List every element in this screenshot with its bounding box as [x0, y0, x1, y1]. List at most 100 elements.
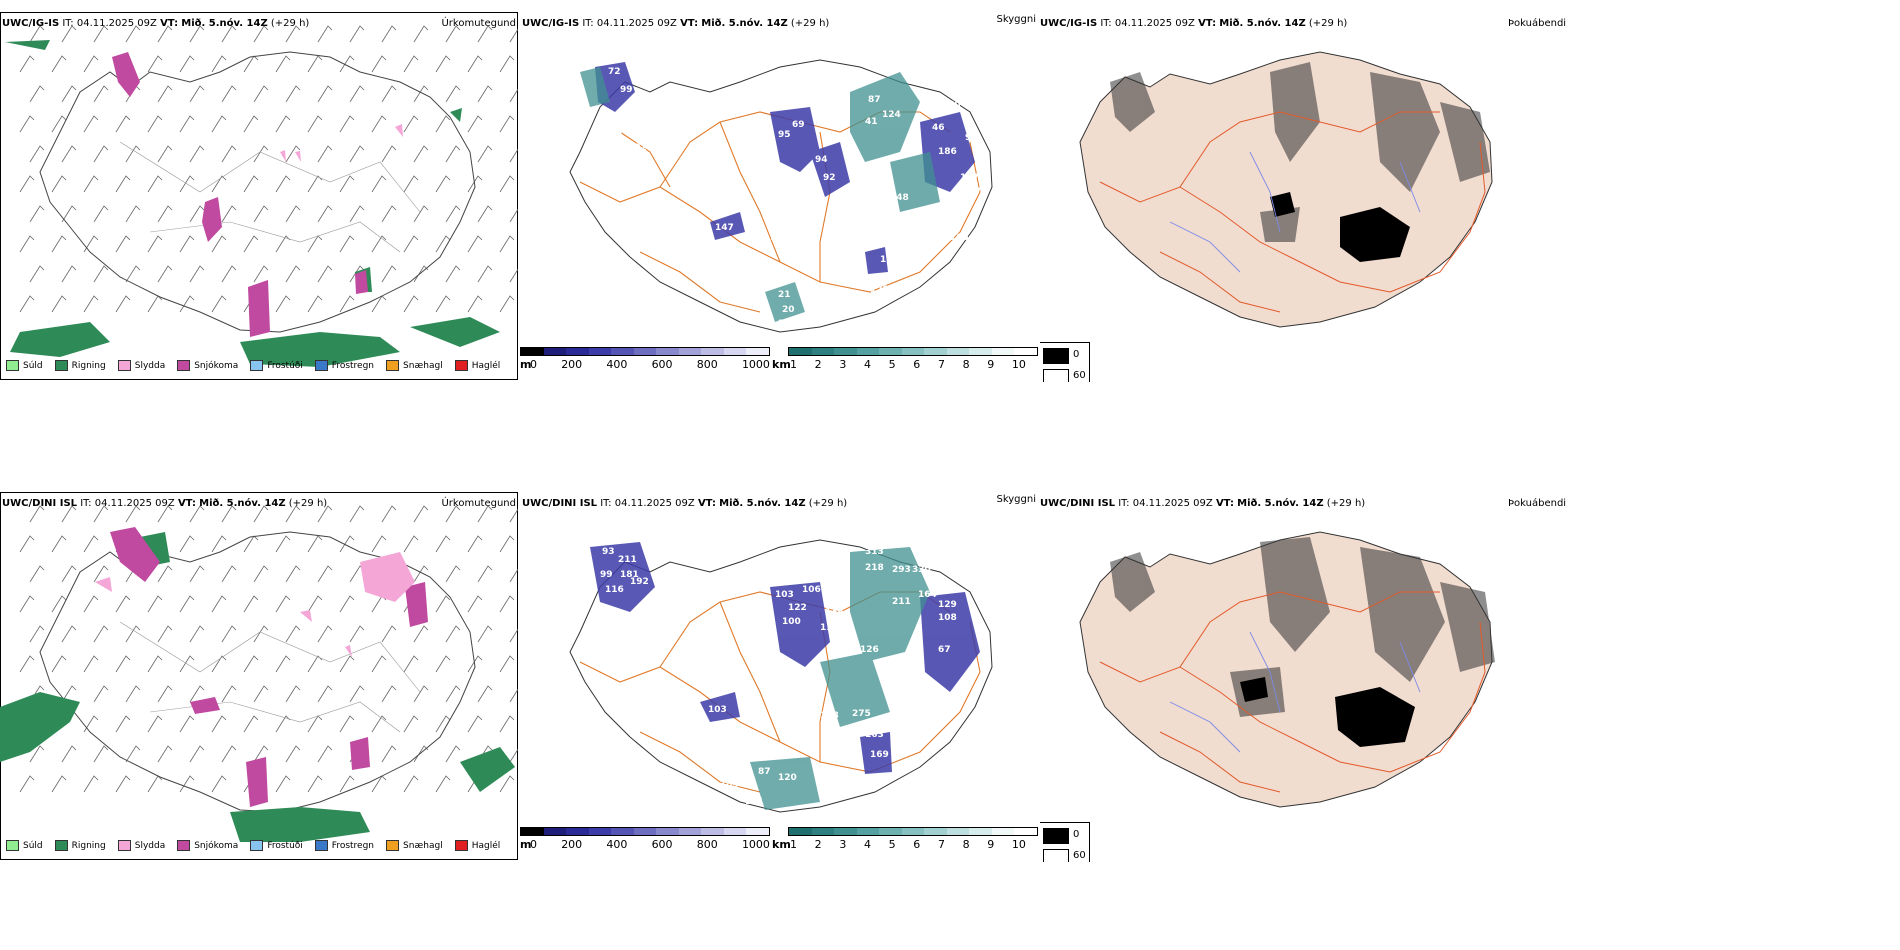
vis-value: 46	[932, 123, 945, 133]
wind-barb	[285, 745, 301, 763]
wind-barb	[371, 535, 387, 553]
wind-barb	[381, 145, 397, 163]
wind-barb	[51, 775, 67, 793]
wind-barb	[349, 205, 365, 223]
wind-barb	[499, 715, 515, 733]
wind-barb	[221, 145, 237, 163]
wind-barb	[467, 595, 483, 613]
wind-barb	[317, 145, 333, 163]
wind-barb	[349, 25, 365, 43]
fog-swatch-light	[1043, 849, 1069, 862]
wind-barb	[467, 535, 483, 553]
wind-barb	[19, 115, 35, 133]
wind-barb	[179, 115, 195, 133]
wind-barb	[93, 85, 109, 103]
wind-barb	[509, 208, 518, 223]
wind-barb	[317, 745, 333, 763]
wind-barb	[275, 115, 291, 133]
wind-barb	[253, 85, 269, 103]
wind-barb	[115, 115, 131, 133]
wind-barb	[29, 745, 45, 763]
wind-barb	[115, 235, 131, 253]
wind-barb	[147, 55, 163, 73]
wind-barb	[93, 625, 109, 643]
vis-value: 92	[823, 173, 836, 183]
legend-swatch	[386, 360, 400, 371]
vis-value: 192	[630, 577, 649, 587]
vis-value: 87	[868, 95, 881, 105]
vis-value: 97	[602, 115, 615, 125]
wind-barb	[189, 85, 205, 103]
fog-rivers	[1169, 151, 1421, 273]
vis-value: 70	[872, 215, 885, 225]
elevation-colorbar	[520, 347, 770, 356]
wind-barb	[243, 115, 259, 133]
elevation-colorbar	[520, 827, 770, 836]
wind-barb	[371, 55, 387, 73]
visibility-colorbar	[788, 827, 1038, 836]
wind-barb	[29, 265, 45, 283]
legend-swatch	[177, 840, 191, 851]
wind-barb	[349, 145, 365, 163]
wind-barb	[211, 655, 227, 673]
wind-barb	[29, 85, 45, 103]
wind-barb	[435, 595, 451, 613]
wind-barb	[253, 265, 269, 283]
wind-barb	[477, 565, 493, 583]
colorbar-ticks: 0 200 400 600 800 1000	[530, 838, 770, 851]
iceland-outline	[569, 59, 993, 333]
visibility-map-top: 72 99 97 52 202 95 69 94 92 87 124 41 28…	[569, 59, 993, 333]
wind-barb	[467, 295, 483, 313]
iceland-outline	[39, 531, 476, 813]
wind-barb	[115, 715, 131, 733]
wind-barb	[275, 535, 291, 553]
wind-barb	[403, 655, 419, 673]
wind-barb	[179, 595, 195, 613]
wind-barb	[275, 295, 291, 313]
wind-barb	[349, 625, 365, 643]
wind-barb	[509, 748, 518, 763]
wind-barb	[285, 85, 301, 103]
panel-title: Þokuábendi	[1508, 498, 1567, 509]
wind-barb	[467, 235, 483, 253]
wind-barb	[477, 145, 493, 163]
wind-barb	[317, 565, 333, 583]
wind-barb	[221, 625, 237, 643]
vis-value: 300	[942, 100, 961, 110]
legend-swatch	[454, 840, 468, 851]
wind-barb	[381, 685, 397, 703]
wind-barb	[307, 295, 323, 313]
wind-barb	[339, 295, 355, 313]
vis-value: 163	[880, 255, 899, 265]
vis-value: 21	[778, 290, 791, 300]
wind-barb	[179, 235, 195, 253]
fog-black-areas	[1270, 192, 1410, 262]
wind-barb	[403, 535, 419, 553]
wind-barb	[29, 625, 45, 643]
wind-barb	[189, 205, 205, 223]
colorbar-unit: m	[520, 358, 532, 371]
wind-barb	[29, 205, 45, 223]
wind-barb	[435, 235, 451, 253]
wind-barb	[349, 685, 365, 703]
wind-barb	[381, 205, 397, 223]
wind-barb	[339, 655, 355, 673]
wind-barb	[403, 235, 419, 253]
wind-barb	[317, 25, 333, 43]
wind-barb	[157, 265, 173, 283]
wind-barb	[221, 745, 237, 763]
wind-barb	[61, 685, 77, 703]
vis-value: 61	[898, 665, 911, 675]
wind-barb	[275, 775, 291, 793]
wind-barb	[403, 115, 419, 133]
wind-barb	[435, 775, 451, 793]
wind-barb	[189, 505, 205, 523]
wind-barb	[179, 775, 195, 793]
wind-barb	[211, 775, 227, 793]
wind-barb	[19, 235, 35, 253]
wind-barb	[509, 268, 518, 283]
vis-value: 134	[825, 607, 844, 617]
wind-barb	[211, 235, 227, 253]
wind-barb	[179, 55, 195, 73]
vis-value: 67	[938, 645, 951, 655]
